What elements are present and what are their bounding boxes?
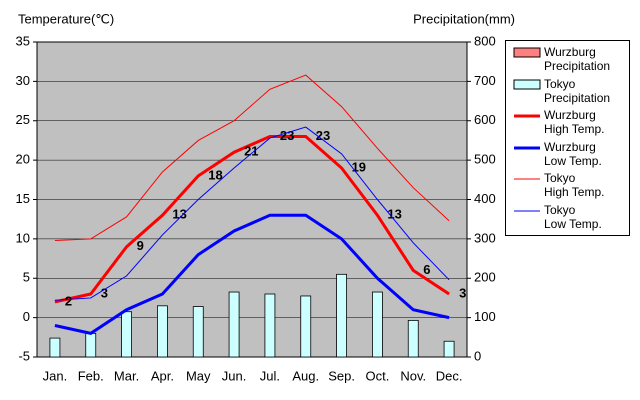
bar	[85, 332, 97, 358]
bar	[264, 293, 276, 358]
x-tick-label: Sep.	[328, 368, 355, 383]
y2-tick-label: 600	[474, 112, 496, 127]
legend-item: Tokyo Low Temp.	[506, 202, 629, 234]
line	[54, 213, 450, 335]
y-tick-label: 5	[23, 270, 30, 285]
legend-label: Tokyo Precipitation	[544, 76, 611, 105]
y2-axis-label: Precipitation(mm)	[413, 11, 515, 26]
x-tick-label: Oct.	[365, 368, 389, 383]
y2-tick-label: 300	[474, 230, 496, 245]
data-label: 19	[352, 159, 366, 174]
y2-tick-label: 100	[474, 309, 496, 324]
data-label: 3	[459, 285, 466, 300]
legend-swatch-box	[513, 47, 541, 58]
data-label: 9	[137, 238, 144, 253]
x-tick-label: Dec.	[436, 368, 463, 383]
y-tick-label: 20	[16, 152, 30, 167]
x-tick-label: May	[186, 368, 211, 383]
legend: Wurzburg Precipitation Tokyo Precipitatio…	[505, 40, 630, 236]
legend-swatch	[514, 178, 540, 180]
x-tick-label: Feb.	[78, 368, 104, 383]
x-tick-label: Jun.	[222, 368, 247, 383]
bar	[157, 305, 168, 358]
legend-item: Tokyo Precipitation	[506, 76, 629, 108]
legend-swatch-box	[513, 79, 541, 89]
y-tick-label: 0	[23, 309, 30, 324]
line	[54, 126, 450, 301]
data-label: 21	[244, 144, 258, 159]
y-tick-label: 35	[16, 33, 30, 48]
data-label: 13	[387, 207, 401, 222]
y2-tick-label: 800	[474, 33, 496, 48]
data-label: 13	[172, 207, 186, 222]
x-tick-label: Nov.	[400, 368, 426, 383]
legend-item: Tokyo High Temp.	[506, 170, 629, 202]
legend-label: Wurzburg High Temp.	[544, 108, 605, 136]
bar	[49, 337, 61, 358]
legend-label: Wurzburg Low Temp.	[544, 139, 602, 168]
y-tick-label: 15	[16, 191, 30, 206]
line	[54, 74, 450, 241]
data-label: 23	[280, 128, 294, 143]
y2-tick-label: 0	[474, 348, 481, 363]
y2-tick-label: 700	[474, 73, 496, 88]
bar	[443, 340, 455, 358]
bar	[228, 291, 240, 358]
bar	[300, 295, 312, 358]
legend-swatch	[514, 146, 540, 149]
legend-swatch	[513, 79, 541, 89]
legend-label: Tokyo High Temp.	[544, 171, 605, 199]
y-tick-label: 10	[16, 230, 30, 245]
y-tick-label: -5	[18, 348, 30, 363]
y-axis-label: Temperature(℃)	[18, 11, 114, 26]
legend-item: Wurzburg Low Temp.	[506, 139, 629, 171]
x-tick-label: Jan.	[43, 368, 68, 383]
bar	[336, 273, 347, 358]
bar	[372, 291, 383, 358]
bar	[121, 311, 132, 358]
bar	[192, 306, 204, 358]
y2-tick-label: 500	[474, 152, 496, 167]
data-label: 3	[101, 285, 108, 300]
x-tick-label: Mar.	[114, 368, 139, 383]
legend-label: Wurzburg Precipitation	[544, 45, 611, 73]
data-label: 23	[316, 128, 330, 143]
x-tick-label: Apr.	[151, 368, 174, 383]
legend-swatch	[514, 114, 540, 118]
line	[54, 135, 450, 304]
x-tick-label: Aug.	[292, 368, 319, 383]
legend-item: Wurzburg Precipitation	[506, 44, 629, 76]
data-label: 2	[65, 293, 72, 308]
data-label: 6	[423, 262, 430, 277]
legend-swatch	[514, 210, 540, 211]
legend-swatch	[513, 47, 541, 58]
y2-tick-label: 200	[474, 270, 496, 285]
x-tick-label: Jul.	[260, 368, 280, 383]
y-tick-label: 25	[16, 112, 30, 127]
legend-label: Tokyo Low Temp.	[544, 202, 602, 231]
legend-item: Wurzburg High Temp.	[506, 107, 629, 139]
y2-tick-label: 400	[474, 191, 496, 206]
data-label: 18	[208, 167, 222, 182]
bar	[407, 319, 419, 358]
y-tick-label: 30	[16, 73, 30, 88]
